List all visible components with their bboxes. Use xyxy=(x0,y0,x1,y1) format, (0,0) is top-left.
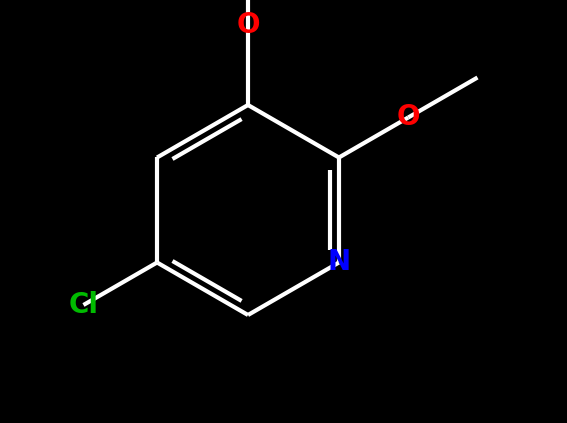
Text: Cl: Cl xyxy=(69,291,99,319)
Text: N: N xyxy=(327,248,350,277)
Text: O: O xyxy=(396,104,420,132)
Text: O: O xyxy=(236,11,260,39)
